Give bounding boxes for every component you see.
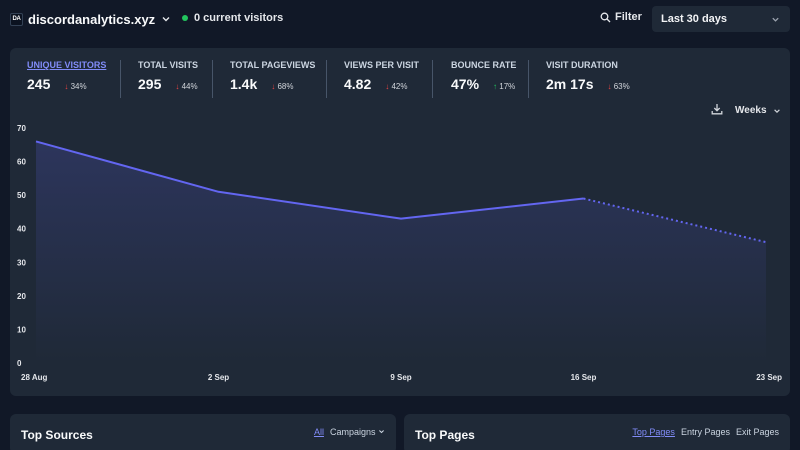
x-tick-label: 23 Sep xyxy=(756,373,782,382)
tab-top-pages[interactable]: Top Pages xyxy=(632,427,675,437)
stat-label: TOTAL VISITS xyxy=(138,60,199,70)
stat-value: 245 xyxy=(27,76,51,92)
visitors-line-chart: 0 10 20 30 40 50 60 70 28 Aug 2 Sep 9 Sep 16 Sep 23… xyxy=(17,124,782,382)
stat-change: ↓ 44% xyxy=(175,82,198,91)
interval-select[interactable]: Weeks xyxy=(735,105,781,116)
interval-label: Weeks xyxy=(735,105,767,116)
current-visitors-label: 0 current visitors xyxy=(194,12,284,24)
stat-value: 4.82 xyxy=(344,76,372,92)
stat-visit-duration[interactable]: VISIT DURATION 2m 17s ↓ 63% xyxy=(546,60,630,96)
stat-divider xyxy=(528,60,529,98)
stat-total-pageviews[interactable]: TOTAL PAGEVIEWS 1.4k ↓ 68% xyxy=(230,60,315,96)
current-visitors[interactable]: 0 current visitors xyxy=(182,12,283,24)
y-tick-label: 40 xyxy=(17,225,26,234)
stat-divider xyxy=(212,60,213,98)
y-tick-label: 30 xyxy=(17,258,26,267)
stat-change: ↓ 42% xyxy=(385,82,408,91)
chevron-down-icon xyxy=(773,108,780,113)
site-favicon: DA xyxy=(10,12,23,26)
stat-divider xyxy=(432,60,433,98)
series-line xyxy=(35,140,584,220)
stat-label: BOUNCE RATE xyxy=(451,60,517,70)
chevron-down-icon xyxy=(379,430,384,434)
tab-entry-pages[interactable]: Entry Pages xyxy=(680,427,730,437)
y-tick-label: 70 xyxy=(17,124,26,133)
y-tick-label: 20 xyxy=(17,292,26,301)
chevron-down-icon xyxy=(162,17,170,22)
tab-all[interactable]: All xyxy=(313,427,324,437)
tab-campaigns[interactable]: Campaigns xyxy=(330,427,385,437)
top-sources-panel: Top Sources All Campaigns xyxy=(10,414,396,450)
stat-value: 295 xyxy=(138,76,162,92)
site-name: discordanalytics.xyz xyxy=(28,11,156,27)
y-tick-label: 10 xyxy=(17,325,26,334)
x-tick-label: 9 Sep xyxy=(390,373,411,382)
main-graph-card: 0 10 20 30 40 50 60 70 28 Aug 2 Sep 9 Sep 16 Sep 23… xyxy=(10,48,790,396)
trend-arrow-icon: ↓ xyxy=(271,82,276,91)
stat-divider xyxy=(120,60,121,98)
pages-tabs: Top Pages Entry Pages Exit Pages xyxy=(626,427,779,437)
x-tick-label: 16 Sep xyxy=(571,373,597,382)
site-switcher[interactable]: DA discordanalytics.xyz xyxy=(10,10,171,28)
stat-label: TOTAL PAGEVIEWS xyxy=(230,60,316,70)
stat-bounce-rate[interactable]: BOUNCE RATE 47% ↑ 17% xyxy=(451,60,516,96)
panel-title: Top Sources xyxy=(21,428,93,442)
trend-arrow-icon: ↑ xyxy=(493,82,498,91)
stat-value: 47% xyxy=(451,76,480,92)
stat-views-per-visit[interactable]: VIEWS PER VISIT 4.82 ↓ 42% xyxy=(344,60,419,96)
period-select[interactable]: Last 30 days xyxy=(652,6,790,32)
stat-value: 2m 17s xyxy=(546,76,594,92)
stat-change: ↓ 34% xyxy=(64,82,87,91)
stat-label: VIEWS PER VISIT xyxy=(344,60,420,70)
stat-change: ↓ 63% xyxy=(607,82,630,91)
series-area xyxy=(36,141,766,363)
stat-change: ↑ 17% xyxy=(493,82,516,91)
y-tick-label: 0 xyxy=(17,359,22,368)
panel-title: Top Pages xyxy=(415,428,475,442)
sources-tabs: All Campaigns xyxy=(308,427,385,437)
top-pages-panel: Top Pages Top Pages Entry Pages Exit Pag… xyxy=(404,414,790,450)
stat-label: VISIT DURATION xyxy=(546,60,618,70)
stat-value: 1.4k xyxy=(230,76,258,92)
x-tick-label: 28 Aug xyxy=(21,373,47,382)
tab-exit-pages[interactable]: Exit Pages xyxy=(735,427,779,437)
search-icon xyxy=(600,12,611,22)
y-tick-label: 60 xyxy=(17,158,26,167)
filter-label: Filter xyxy=(615,11,642,23)
period-label: Last 30 days xyxy=(661,13,728,25)
stat-unique-visitors[interactable]: UNIQUE VISITORS 245 ↓ 34% xyxy=(27,60,106,96)
stat-change: ↓ 68% xyxy=(271,82,294,91)
stat-label: UNIQUE VISITORS xyxy=(27,60,107,70)
chevron-down-icon xyxy=(772,17,779,22)
status-dot-icon xyxy=(182,15,188,21)
stat-divider xyxy=(326,60,327,98)
trend-arrow-icon: ↓ xyxy=(385,82,390,91)
x-tick-label: 2 Sep xyxy=(208,373,229,382)
trend-arrow-icon: ↓ xyxy=(175,82,180,91)
y-tick-label: 50 xyxy=(17,191,26,200)
series-line-incomplete xyxy=(583,197,767,244)
filter-button[interactable]: Filter xyxy=(600,11,642,23)
stat-total-visits[interactable]: TOTAL VISITS 295 ↓ 44% xyxy=(138,60,198,96)
download-icon[interactable] xyxy=(711,103,723,115)
trend-arrow-icon: ↓ xyxy=(607,82,612,91)
top-bar: DA discordanalytics.xyz 0 current visito… xyxy=(0,0,800,40)
trend-arrow-icon: ↓ xyxy=(64,82,69,91)
